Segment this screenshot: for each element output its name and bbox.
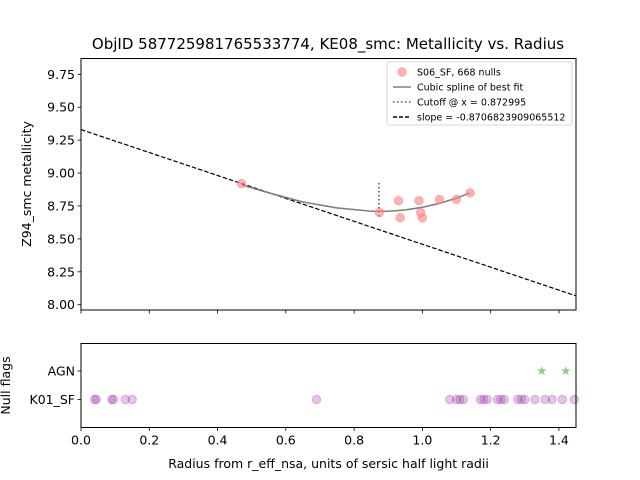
null-flag-point-k01-sf <box>108 394 119 405</box>
legend-label: S06_SF, 668 nulls <box>417 68 501 79</box>
null-flag-point-k01-sf <box>451 394 462 405</box>
legend-label: slope = -0.8706823909065512 <box>417 113 565 124</box>
null-flag-point-k01-sf <box>127 394 137 405</box>
y-tick-label: 9.25 <box>47 133 75 148</box>
top-chart-frame <box>80 58 577 311</box>
bottom-chart-frame <box>80 343 577 428</box>
null-flag-point-agn <box>561 366 571 376</box>
y-tick-label: 8.75 <box>47 198 75 213</box>
null-flag-point-k01-sf <box>107 394 117 405</box>
null-flag-point-k01-sf <box>540 394 550 405</box>
metallicity-point <box>395 213 405 223</box>
null-flag-point-k01-sf <box>520 394 530 405</box>
null-flag-point-k01-sf <box>120 394 131 405</box>
y-tick-label: 9.00 <box>47 166 75 181</box>
y-tick-label: 8.25 <box>47 264 75 279</box>
bottom-chart-y-axis-label: Null flags <box>0 356 13 414</box>
null-flag-point-k01-sf <box>492 394 503 405</box>
slope-line <box>81 129 576 297</box>
null-flag-point-k01-sf <box>89 394 100 405</box>
null-flag-point-k01-sf <box>499 394 510 405</box>
null-flag-point-k01-sf <box>458 394 469 405</box>
x-tick-label: 0.0 <box>71 433 91 448</box>
null-flag-point-k01-sf <box>455 394 465 405</box>
y-tick-label: 9.75 <box>47 67 75 82</box>
legend-box <box>386 61 573 126</box>
category-tick-label: K01_SF <box>30 392 75 407</box>
bottom-chart-y-axis: K01_SF AGN <box>30 364 81 407</box>
metallicity-point <box>414 196 424 206</box>
legend-marker <box>397 67 407 77</box>
y-tick-label: 9.50 <box>47 100 75 115</box>
x-tick-label: 0.4 <box>208 433 228 448</box>
null-flag-point-k01-sf <box>91 394 102 405</box>
top-chart-clipped-group <box>81 129 576 297</box>
null-flag-point-k01-sf <box>530 394 540 405</box>
null-flag-point-k01-sf <box>516 394 527 405</box>
null-flag-point-k01-sf <box>496 394 506 405</box>
legend-label: Cutoff @ x = 0.872995 <box>417 98 526 109</box>
null-flag-point-k01-sf <box>311 394 322 405</box>
category-tick-label: AGN <box>48 364 75 379</box>
bottom-chart: K01_SF AGN 0.0 0.2 0.4 0.6 0.8 1.0 1.2 1.4 Null … <box>0 343 579 471</box>
metallicity-point <box>434 194 445 205</box>
bottom-chart-x-axis-label: Radius from r_eff_nsa, units of sersic h… <box>168 456 489 471</box>
legend-label: Cubic spline of best fit <box>417 83 523 94</box>
metallicity-point <box>374 207 385 218</box>
top-chart-x-axis <box>80 310 560 314</box>
null-flag-point-k01-sf <box>513 394 523 405</box>
x-tick-label: 0.6 <box>276 433 296 448</box>
null-flag-point-agn <box>537 366 547 376</box>
null-flag-point-k01-sf <box>444 394 455 405</box>
metallicity-point <box>393 196 404 206</box>
top-chart-data-layer <box>81 129 576 297</box>
null-flag-point-k01-sf <box>479 394 489 405</box>
x-tick-label: 1.0 <box>412 433 432 448</box>
null-flag-point-k01-sf <box>569 394 579 405</box>
top-chart-y-axis: 8.00 8.25 8.50 8.75 9.00 9.25 9.50 9.75 <box>47 67 81 312</box>
metallicity-point <box>236 178 247 189</box>
metallicity-point <box>465 188 475 198</box>
null-flag-point-k01-sf <box>557 394 568 405</box>
metallicity-point <box>451 194 462 205</box>
null-flag-point-k01-sf <box>482 394 492 405</box>
legend: S06_SF, 668 nulls Cubic spline of best fi… <box>386 61 573 126</box>
x-tick-label: 1.2 <box>481 433 501 448</box>
y-tick-label: 8.50 <box>47 231 75 246</box>
bottom-chart-x-axis: 0.0 0.2 0.4 0.6 0.8 1.0 1.2 1.4 <box>71 427 569 448</box>
x-tick-label: 0.2 <box>139 433 159 448</box>
y-tick-label: 8.00 <box>47 297 75 312</box>
top-chart-y-axis-label: Z94_smc metallicity <box>19 121 34 247</box>
top-chart-title: ObjID 587725981765533774, KE08_smc: Meta… <box>92 35 564 54</box>
bottom-chart-data-layer <box>89 366 579 405</box>
top-chart: 8.00 8.25 8.50 8.75 9.00 9.25 9.50 9.75 Z94_smc… <box>19 58 577 314</box>
null-flag-point-k01-sf <box>475 394 486 405</box>
x-tick-label: 0.8 <box>344 433 364 448</box>
x-tick-label: 1.4 <box>549 433 569 448</box>
spline-curve <box>241 184 471 213</box>
metallicity-point <box>417 213 428 223</box>
null-flag-point-k01-sf <box>547 394 557 405</box>
